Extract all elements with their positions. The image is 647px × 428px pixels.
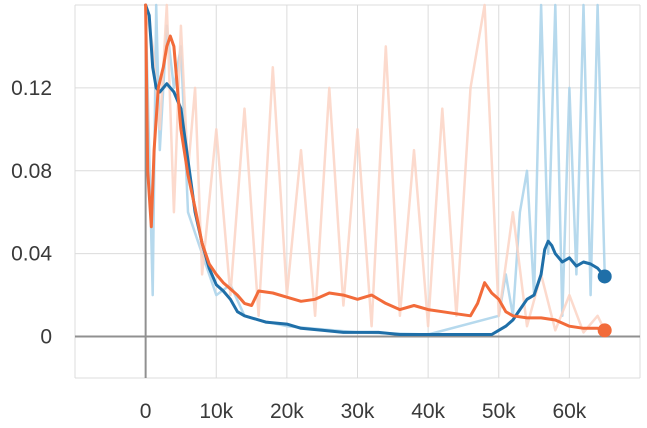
series-line-2 <box>144 3 607 332</box>
tick-labels: 0 10k 20k 30k 40k 50k 60k 0 0.04 0.08 0.12 <box>11 77 587 423</box>
x-tick-label: 50k <box>482 400 516 423</box>
x-tick-label: 40k <box>411 400 445 423</box>
raw-series-layer <box>144 3 606 336</box>
x-tick-label: 10k <box>199 400 233 423</box>
x-tick-label: 20k <box>270 400 304 423</box>
x-tick-label: 0 <box>140 400 152 423</box>
y-tick-label: 0.04 <box>11 243 52 266</box>
series-end-marker-2 <box>597 323 612 338</box>
grid <box>74 4 641 379</box>
raw-series-line-1 <box>144 3 606 336</box>
y-tick-label: 0.08 <box>11 160 52 183</box>
x-tick-label: 60k <box>552 400 586 423</box>
x-tick-label: 30k <box>341 400 375 423</box>
y-tick-label: 0 <box>40 326 52 349</box>
raw-series-line-2 <box>144 3 606 334</box>
y-tick-label: 0.12 <box>11 77 52 100</box>
smoothed-series-layer <box>144 3 612 338</box>
series-end-marker-1 <box>597 269 612 284</box>
series-line-1 <box>144 3 607 336</box>
